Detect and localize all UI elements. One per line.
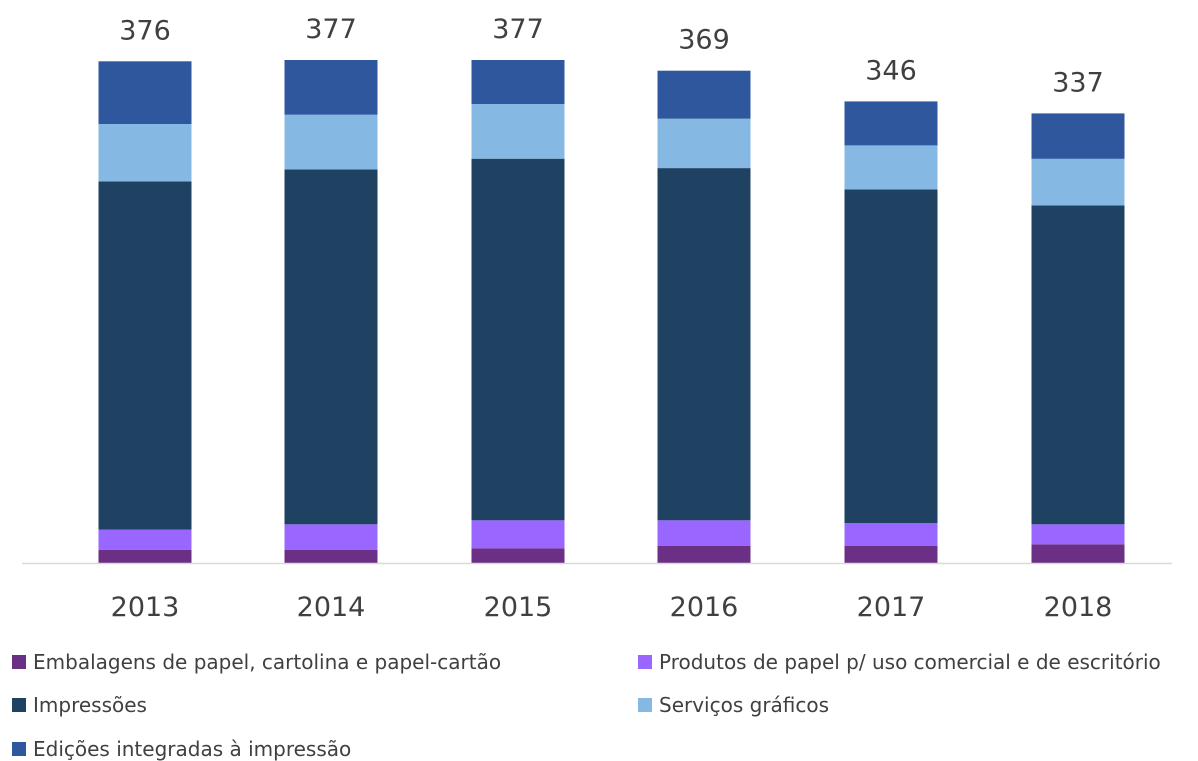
bar-segment-2015-series-3 xyxy=(471,158,565,521)
x-tick-label-2018: 2018 xyxy=(1044,592,1113,623)
bar-segment-2018-series-2 xyxy=(1031,524,1125,545)
bar-segment-2016-series-4 xyxy=(657,118,751,169)
bar-segment-2016-series-1 xyxy=(657,545,751,563)
legend-swatch-4 xyxy=(638,698,652,712)
total-label-2018: 337 xyxy=(1052,67,1104,98)
total-label-2014: 377 xyxy=(305,14,357,45)
total-label-2015: 377 xyxy=(492,14,544,45)
legend-label-2: Produtos de papel p/ uso comercial e de … xyxy=(659,650,1161,674)
total-label-2016: 369 xyxy=(678,25,730,56)
legend-swatch-3 xyxy=(12,698,26,712)
bar-segment-2015-series-5 xyxy=(471,60,565,104)
legend-item-3: Impressões xyxy=(12,693,147,717)
x-tick-label-2013: 2013 xyxy=(111,592,180,623)
total-label-2017: 346 xyxy=(865,55,917,86)
bar-segment-2014-series-1 xyxy=(284,549,378,563)
bar-segment-2016-series-2 xyxy=(657,520,751,546)
bar-segment-2018-series-4 xyxy=(1031,158,1125,206)
legend-label-3: Impressões xyxy=(33,693,147,717)
bar-segment-2017-series-4 xyxy=(844,145,938,190)
bar-segment-2018-series-5 xyxy=(1031,113,1125,159)
legend-label-5: Edições integradas à impressão xyxy=(33,737,352,761)
bar-segment-2014-series-4 xyxy=(284,114,378,170)
bar-segment-2016-series-3 xyxy=(657,168,751,521)
legend-item-5: Edições integradas à impressão xyxy=(12,737,351,761)
bar-segment-2017-series-1 xyxy=(844,545,938,563)
bar-segment-2013-series-1 xyxy=(98,549,192,563)
bar-segment-2014-series-3 xyxy=(284,169,378,525)
bar-segment-2013-series-3 xyxy=(98,181,192,530)
bar-segment-2018-series-1 xyxy=(1031,544,1125,563)
bar-segment-2015-series-1 xyxy=(471,548,565,563)
bar-segment-2016-series-5 xyxy=(657,70,751,119)
x-tick-label-2015: 2015 xyxy=(484,592,553,623)
legend-swatch-2 xyxy=(638,655,652,669)
legend-item-2: Produtos de papel p/ uso comercial e de … xyxy=(638,650,1161,674)
legend-item-4: Serviços gráficos xyxy=(638,693,829,717)
total-labels-group: 376 377 377 369 346 337 xyxy=(119,14,1104,98)
bar-segment-2013-series-2 xyxy=(98,529,192,550)
x-tick-labels-group: 2013 2014 2015 2016 2017 2018 xyxy=(111,592,1113,623)
legend-label-1: Embalagens de papel, cartolina e papel-c… xyxy=(33,650,502,674)
x-tick-label-2017: 2017 xyxy=(857,592,926,623)
x-tick-label-2014: 2014 xyxy=(297,592,366,623)
legend-label-4: Serviços gráficos xyxy=(659,693,830,717)
bar-segment-2015-series-2 xyxy=(471,520,565,549)
bar-segment-2014-series-5 xyxy=(284,60,378,115)
total-label-2013: 376 xyxy=(119,15,171,46)
bars-group xyxy=(98,60,1125,563)
bar-segment-2017-series-5 xyxy=(844,101,938,146)
legend-swatch-1 xyxy=(12,655,26,669)
legend-swatch-5 xyxy=(12,742,26,756)
bar-segment-2015-series-4 xyxy=(471,104,565,159)
bar-segment-2017-series-3 xyxy=(844,189,938,523)
bar-segment-2017-series-2 xyxy=(844,523,938,546)
bar-segment-2013-series-5 xyxy=(98,61,192,124)
legend: Embalagens de papel, cartolina e papel-c… xyxy=(12,640,1198,761)
x-tick-label-2016: 2016 xyxy=(670,592,739,623)
bar-segment-2013-series-4 xyxy=(98,124,192,182)
legend-item-1: Embalagens de papel, cartolina e papel-c… xyxy=(12,650,501,674)
bar-segment-2018-series-3 xyxy=(1031,205,1125,525)
bar-segment-2014-series-2 xyxy=(284,524,378,550)
